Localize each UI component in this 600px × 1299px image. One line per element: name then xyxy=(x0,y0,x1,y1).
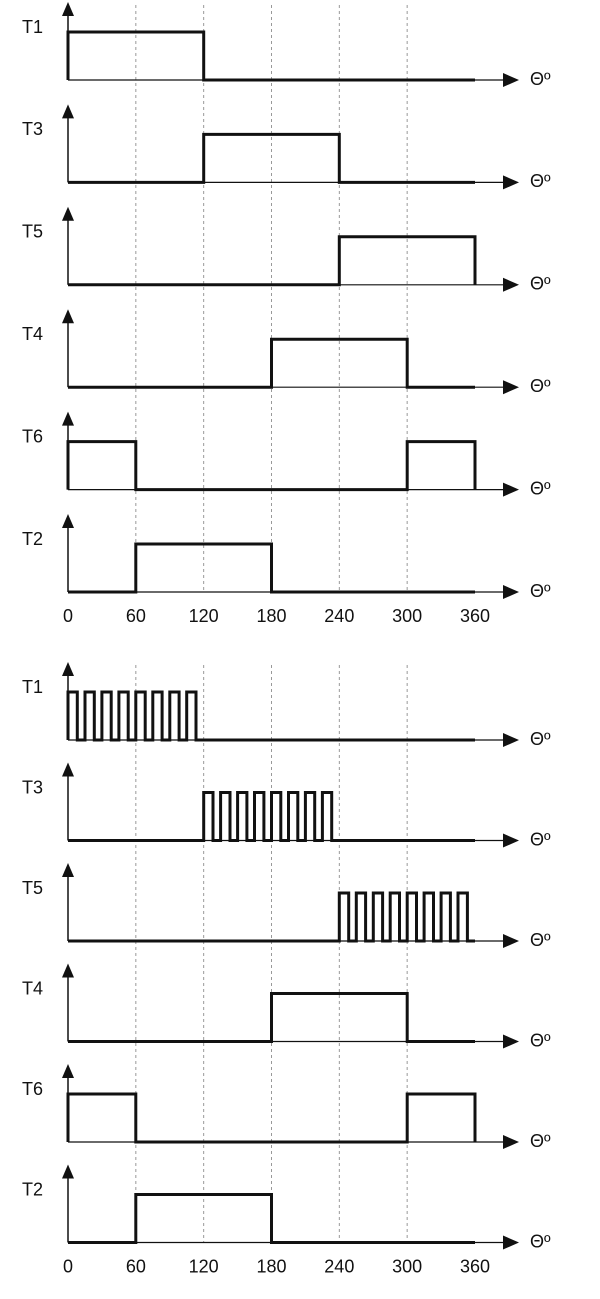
x-arrow xyxy=(503,833,519,848)
waveform xyxy=(68,337,475,389)
waveform xyxy=(68,1193,475,1244)
axis-label: Θº xyxy=(530,274,551,294)
x-tick-label: 240 xyxy=(324,606,354,626)
x-arrow xyxy=(503,73,519,87)
waveform xyxy=(68,542,475,594)
x-arrow xyxy=(503,1034,519,1049)
signal-label: T6 xyxy=(22,426,43,446)
x-tick-label: 60 xyxy=(126,606,146,626)
axis-label: Θº xyxy=(530,1131,551,1151)
signal-label: T5 xyxy=(22,878,43,898)
waveform xyxy=(66,30,475,82)
y-arrow xyxy=(62,762,74,777)
y-arrow xyxy=(62,514,74,528)
signal-label: T4 xyxy=(22,324,43,344)
waveform xyxy=(68,791,475,842)
signal-label: T6 xyxy=(22,1079,43,1099)
y-arrow xyxy=(62,1064,74,1078)
x-tick-label: 300 xyxy=(392,1256,422,1276)
x-tick-label: 60 xyxy=(126,1256,146,1276)
axis-label: Θº xyxy=(530,478,551,498)
axis-label: Θº xyxy=(530,729,551,749)
x-tick-label: 0 xyxy=(63,606,73,626)
y-arrow xyxy=(62,1164,74,1179)
y-arrow xyxy=(62,206,74,221)
axis-label: Θº xyxy=(530,1231,551,1251)
x-tick-label: 120 xyxy=(189,606,219,626)
axis-label: Θº xyxy=(530,930,551,950)
waveform xyxy=(68,132,475,184)
x-arrow xyxy=(503,733,519,747)
y-arrow xyxy=(62,411,74,426)
y-arrow xyxy=(62,963,74,978)
x-tick-label: 300 xyxy=(392,606,422,626)
x-tick-label: 180 xyxy=(256,1256,286,1276)
signal-label: T4 xyxy=(22,978,43,998)
y-arrow xyxy=(62,309,74,324)
x-tick-label: 0 xyxy=(63,1256,73,1276)
x-tick-label: 360 xyxy=(460,606,490,626)
axis-label: Θº xyxy=(530,171,551,191)
x-arrow xyxy=(503,380,519,395)
axis-label: Θº xyxy=(530,1030,551,1050)
x-tick-label: 360 xyxy=(460,1256,490,1276)
waveform xyxy=(68,891,475,943)
waveform xyxy=(68,992,475,1043)
x-arrow xyxy=(503,175,519,190)
axis-label: Θº xyxy=(530,69,551,89)
x-arrow xyxy=(503,1135,519,1149)
signal-label: T5 xyxy=(22,222,43,242)
x-arrow xyxy=(503,482,519,497)
x-arrow xyxy=(503,934,519,948)
x-arrow xyxy=(503,1235,519,1250)
x-tick-label: 240 xyxy=(324,1256,354,1276)
axis-label: Θº xyxy=(530,829,551,849)
y-arrow xyxy=(62,863,74,877)
waveform xyxy=(68,235,477,287)
y-arrow xyxy=(62,662,74,676)
signal-label: T1 xyxy=(22,677,43,697)
x-arrow xyxy=(503,585,519,599)
axis-label: Θº xyxy=(530,376,551,396)
x-tick-label: 180 xyxy=(256,606,286,626)
y-arrow xyxy=(62,104,74,119)
x-tick-label: 120 xyxy=(189,1256,219,1276)
signal-label: T3 xyxy=(22,777,43,797)
signal-label: T1 xyxy=(22,17,43,37)
waveform xyxy=(66,1092,477,1144)
y-arrow xyxy=(62,2,74,16)
x-arrow xyxy=(503,277,519,292)
waveform xyxy=(66,690,475,742)
signal-label: T2 xyxy=(22,529,43,549)
signal-label: T2 xyxy=(22,1179,43,1199)
waveform xyxy=(66,440,477,492)
signal-label: T3 xyxy=(22,119,43,139)
axis-label: Θº xyxy=(530,581,551,601)
